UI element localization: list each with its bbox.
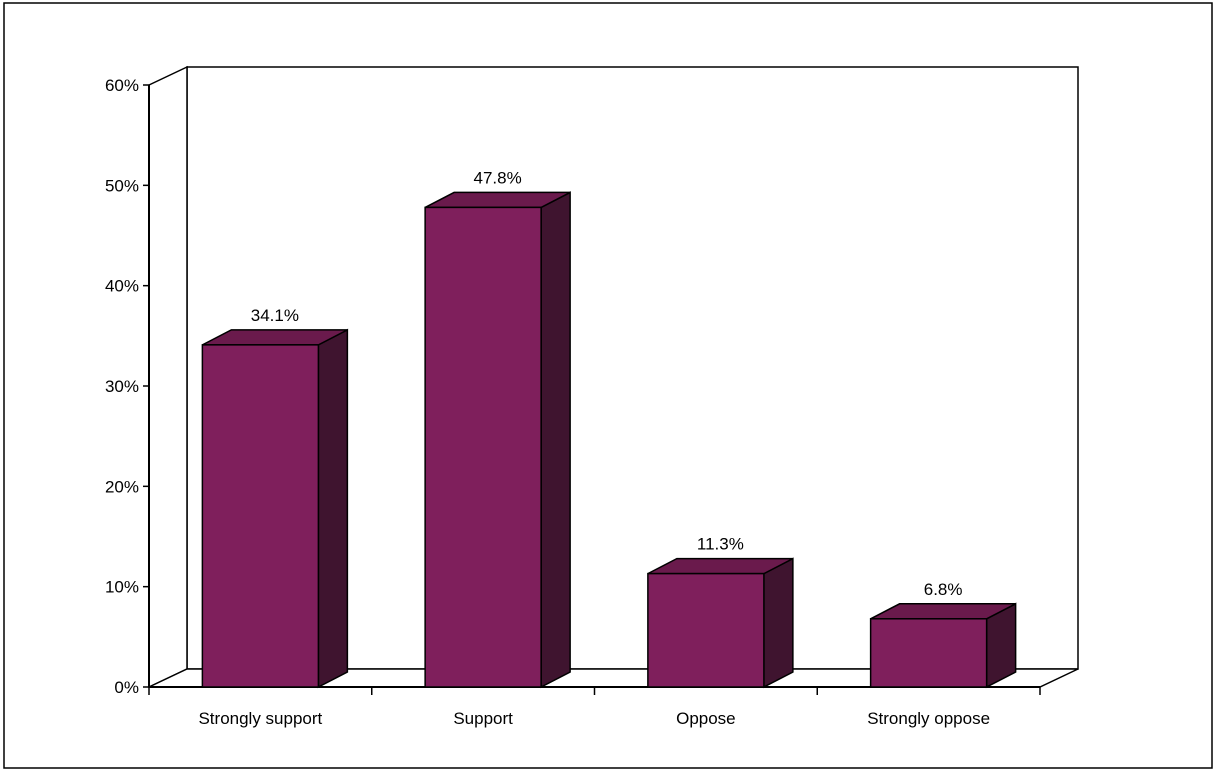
bar-value-label: 6.8% [924,580,963,599]
bar-front [647,572,765,688]
plot-walls [148,65,1079,689]
y-axis: 0% 10% 20% 30% 40% 50% 60% [105,76,150,697]
bar-front [869,618,988,688]
y-tick-label: 20% [105,477,139,496]
x-tick-label: Strongly oppose [867,709,990,728]
bar-side [317,328,349,689]
data-labels: 34.1% 47.8% 11.3% 6.8% [251,168,963,598]
bar-front [201,344,320,688]
bar [647,557,794,689]
bar [424,191,571,689]
bar [869,602,1017,689]
bar-side [763,557,794,689]
y-tick-label: 10% [105,578,139,597]
x-tick-label: Strongly support [198,709,322,728]
bars [201,191,1017,689]
y-tick-label: 50% [105,176,139,195]
bar-value-label: 34.1% [251,306,299,325]
bar [201,328,349,689]
x-tick-label: Oppose [676,709,736,728]
bar-value-label: 11.3% [697,535,744,554]
bar-front [424,206,542,688]
side-wall [148,65,188,689]
y-tick-label: 30% [105,377,139,396]
y-tick-label: 40% [105,277,139,296]
bar-value-label: 47.8% [474,168,522,187]
y-tick-label: 60% [105,76,139,95]
bar-side [540,191,571,689]
x-tick-label: Support [453,709,513,728]
y-tick-label: 0% [114,678,139,697]
